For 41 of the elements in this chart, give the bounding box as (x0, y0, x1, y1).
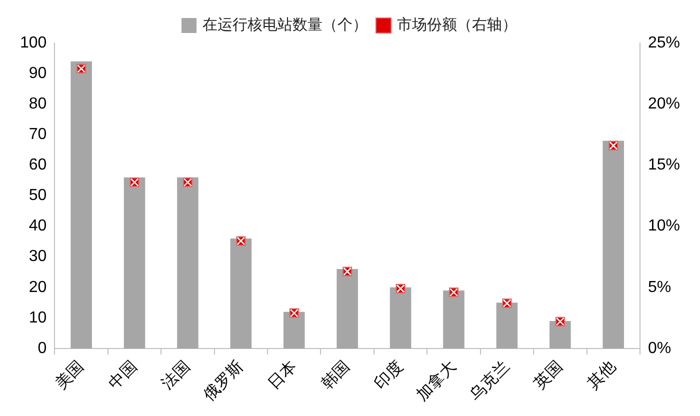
y-tick-label: 90 (28, 64, 47, 82)
x-tick-label: 乌克兰 (466, 357, 513, 404)
bar (230, 238, 252, 348)
y2-tick-label: 10% (648, 218, 680, 235)
x-tick-label: 美国 (52, 357, 88, 393)
y-tick-label: 10 (28, 309, 47, 326)
y-tick-label: 100 (20, 34, 47, 52)
y-tick-label: 50 (28, 187, 47, 204)
y-tick-label: 70 (28, 126, 47, 144)
y-tick-label: 0 (38, 340, 47, 357)
legend-label: 在运行核电站数量（个） (202, 16, 368, 34)
bar (283, 312, 305, 348)
x-tick-label: 法国 (158, 357, 194, 393)
bar (336, 269, 358, 348)
y-tick-label: 30 (28, 248, 47, 266)
y-tick-label: 20 (28, 278, 47, 296)
y2-tick-label: 0% (648, 340, 672, 357)
y-tick-label: 40 (28, 218, 47, 235)
bar (124, 177, 146, 348)
bar (496, 302, 518, 348)
x-tick-label: 韩国 (318, 357, 354, 393)
x-tick-label: 俄罗斯 (200, 357, 247, 404)
y-tick-label: 60 (28, 156, 47, 174)
y2-tick-label: 25% (648, 34, 680, 52)
bar (550, 320, 571, 348)
y2-tick-label: 20% (648, 96, 680, 113)
x-tick-label: 印度 (371, 357, 406, 393)
y-tick-label: 80 (28, 96, 47, 113)
x-tick-label: 英国 (530, 357, 566, 393)
y2-tick-label: 5% (648, 278, 672, 296)
y2-tick-label: 15% (648, 156, 680, 174)
x-tick-label: 日本 (264, 357, 300, 393)
x-tick-label: 中国 (105, 357, 140, 393)
bar (177, 177, 198, 348)
x-tick-label: 其他 (584, 357, 620, 393)
bar (443, 290, 464, 348)
bar (602, 140, 624, 348)
legend-label: 市场份额（右轴） (397, 16, 517, 34)
bar (390, 287, 412, 348)
bar (70, 61, 92, 348)
x-tick-label: 加拿大 (413, 357, 460, 404)
